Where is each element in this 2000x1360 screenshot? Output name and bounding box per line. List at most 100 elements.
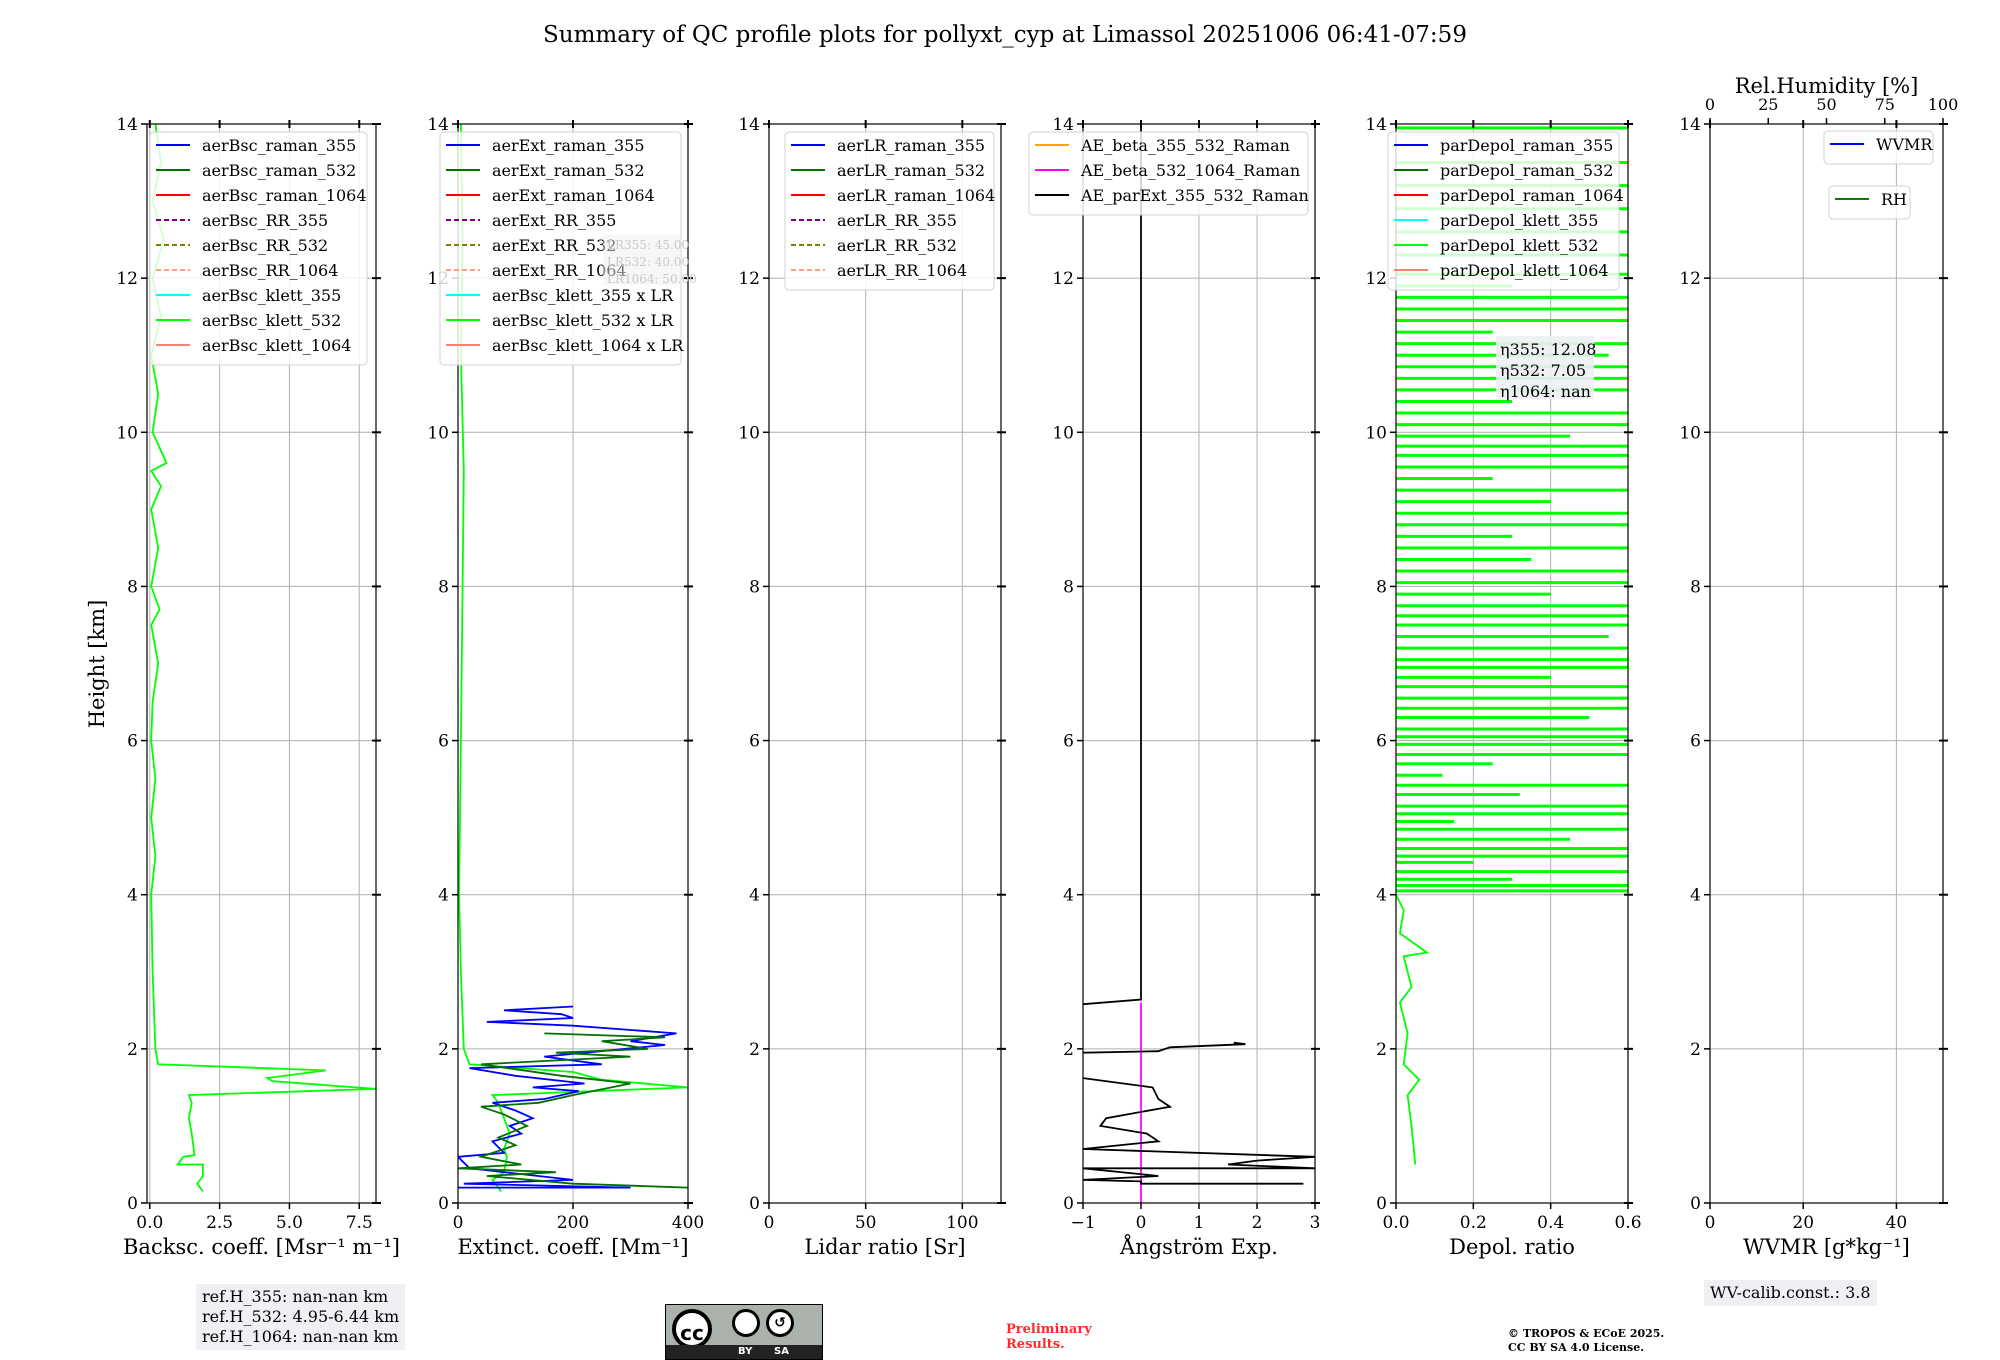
legend-rh: RH [1828,185,1911,220]
y-tick-label: 10 [427,423,449,443]
x-tick-label: 0.2 [1460,1213,1487,1233]
y-tick-label: 14 [738,115,760,135]
legend-entry: WVMR [1876,135,1933,154]
y-tick-label: 8 [749,577,760,597]
y-tick-label: 2 [1690,1040,1701,1060]
x-tick-label: 0 [1136,1213,1147,1233]
legend-entry: aerExt_RR_1064 [492,261,627,280]
y-tick-label: 12 [1365,269,1387,289]
panel-1: 0.0 2.5 5.0 7.5 0 2 4 6 8 10 12 14 Backsc. coeff. [M… [116,115,400,1259]
y-tick-label: 4 [749,886,760,906]
y-tick-label: 4 [1063,886,1074,906]
legend-entry: parDepol_klett_1064 [1440,261,1609,280]
legend-entry: aerLR_RR_532 [837,236,957,255]
license-by-label: BY [738,1346,753,1357]
rh-axis-label: Rel.Humidity [%] [1735,74,1919,98]
x-tick-label: 40 [1886,1213,1908,1233]
legend-entry: aerLR_raman_532 [837,161,985,180]
legend-entry: aerBsc_raman_1064 [202,186,367,205]
series-AE_parExt_355_532_Raman [1083,124,1142,1006]
legend-entry: AE_beta_532_1064_Raman [1080,161,1300,180]
y-tick-label: 12 [1679,269,1701,289]
legend: AE_beta_355_532_Raman AE_beta_532_1064_Ra… [1028,131,1309,216]
legend: aerBsc_raman_355 aerBsc_raman_532 aerBsc_r… [149,131,368,366]
x-tick-label: 7.5 [346,1213,373,1233]
copyright-line-1: © TROPOS & ECoE 2025. [1508,1327,1665,1340]
y-tick-label: 6 [749,732,760,752]
legend-entry: aerBsc_RR_355 [202,211,328,230]
rh-tick-label: 100 [1928,95,1959,114]
x-tick-label: 20 [1792,1213,1814,1233]
cc-icon: cc [672,1309,712,1349]
x-axis-label: Backsc. coeff. [Msr⁻¹ m⁻¹] [123,1235,400,1259]
legend-entry: aerBsc_klett_1064 [202,336,351,355]
x-tick-label: 2 [1252,1213,1263,1233]
series-aerExt_raman_532 [458,1032,688,1189]
legend-entry: aerBsc_RR_532 [202,236,328,255]
x-tick-label: 3 [1310,1213,1321,1233]
panel-5: 0.0 0.2 0.4 0.6 0 2 4 6 8 10 12 14 Depol. ratio parDe… [1365,115,1641,1259]
copyright-note: © TROPOS & ECoE 2025. CC BY SA 4.0 Licen… [1508,1327,1664,1355]
axes-frame [1709,123,1944,1204]
panel-3: 0 50 100 0 2 4 6 8 10 12 14 Lidar ratio [Sr] aerLR_r… [738,115,1006,1259]
annotation-line: η1064: nan [1500,382,1591,401]
legend-entry: aerBsc_klett_532 [202,311,341,330]
legend-entry: aerBsc_raman_532 [202,161,356,180]
legend: aerLR_raman_355 aerLR_raman_532 aerLR_rama… [784,131,995,291]
y-tick-label: 0 [1690,1194,1701,1214]
legend-entry: RH [1881,190,1907,209]
x-tick-label: 100 [946,1213,978,1233]
legend-entry: aerLR_raman_1064 [837,186,995,205]
legend: aerExt_raman_355 aerExt_raman_532 aerExt_r… [439,131,684,366]
legend-box [1028,131,1309,216]
y-axis-label: Height [km] [85,600,109,729]
rh-tick-label: 75 [1875,95,1895,114]
y-tick-label: 6 [1376,732,1387,752]
y-tick-label: 14 [116,115,138,135]
panel-6: 0 20 40 0 2 4 6 8 10 12 14 WVMR [g*kg⁻¹] WVMR RH 0 25 50… [1679,74,1958,1259]
y-tick-label: 4 [438,886,449,906]
legend-box [1823,130,1934,165]
eta-annotation: η355: 12.08 η532: 7.05 η1064: nan [1496,336,1596,401]
x-tick-label: 2.5 [206,1213,233,1233]
y-tick-label: 6 [127,732,138,752]
annotation-box [603,235,681,285]
legend-wvmr: WVMR [1823,130,1934,165]
y-tick-label: 8 [1063,577,1074,597]
series-aerBsc_klett_532 x LR [458,124,688,1192]
legend-entry: parDepol_raman_1064 [1440,186,1624,205]
legend-entry: parDepol_klett_355 [1440,211,1598,230]
annotation-box [1496,336,1594,399]
lidar-ratio-annotation: LR355: 45.00 LR532: 40.00 LR1064: 50.00 [603,235,697,286]
legend-entry: aerLR_raman_355 [837,136,985,155]
y-tick-label: 0 [749,1194,760,1214]
y-tick-label: 6 [438,732,449,752]
y-tick-label: 14 [1679,115,1701,135]
x-tick-label: 50 [855,1213,877,1233]
x-tick-label: −1 [1070,1213,1095,1233]
figure-title: Summary of QC profile plots for pollyxt_… [543,22,1467,48]
y-tick-label: 6 [1690,732,1701,752]
y-tick-label: 10 [1365,423,1387,443]
y-tick-label: 8 [1376,577,1387,597]
rh-tick-label: 50 [1816,95,1836,114]
annotation-line: LR355: 45.00 [607,238,689,252]
y-tick-label: 2 [127,1040,138,1060]
data-layer [149,124,376,1192]
legend-entry: aerBsc_raman_355 [202,136,356,155]
x-tick-label: 0 [764,1213,775,1233]
y-tick-label: 10 [1052,423,1074,443]
ref-height-355: ref.H_355: nan-nan km [202,1287,389,1306]
y-tick-label: 14 [1365,115,1387,135]
legend-entry: aerBsc_klett_355 x LR [492,286,674,305]
legend-entry: aerBsc_klett_355 [202,286,341,305]
x-tick-label: 0.4 [1537,1213,1564,1233]
x-axis-label: Depol. ratio [1449,1235,1575,1259]
ref-height-532: ref.H_532: 4.95-6.44 km [202,1307,400,1326]
y-tick-label: 8 [438,577,449,597]
rh-tick-label: 0 [1705,95,1715,114]
legend-entry: aerLR_RR_355 [837,211,957,230]
share-alike-icon: ↺ [766,1309,794,1337]
